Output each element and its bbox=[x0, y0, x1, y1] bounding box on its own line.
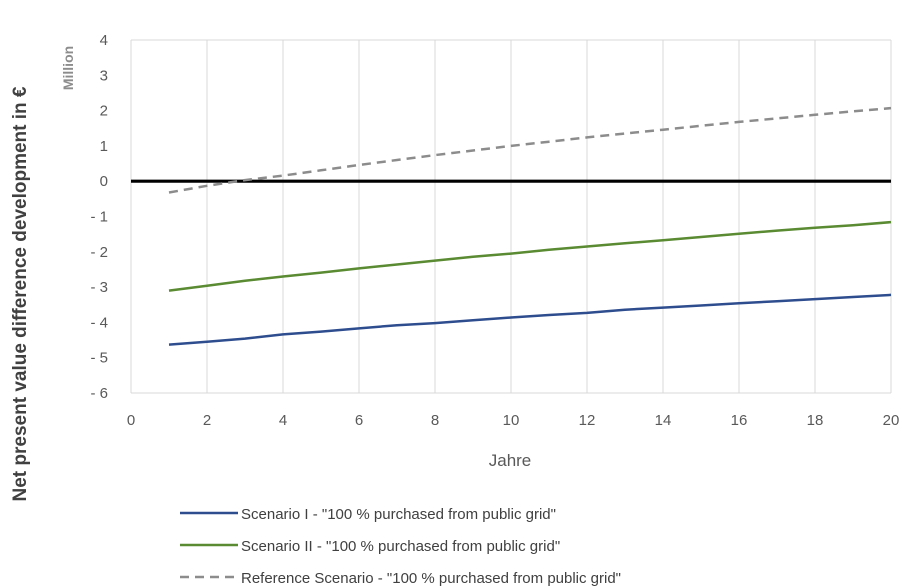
x-tick-label: 10 bbox=[503, 412, 520, 429]
x-tick-label: 8 bbox=[431, 412, 439, 429]
series-group bbox=[168, 106, 892, 346]
x-axis-title: Jahre bbox=[489, 451, 532, 470]
series-line bbox=[168, 106, 892, 194]
x-tick-label: 20 bbox=[883, 412, 900, 429]
legend-label: Reference Scenario - "100 % purchased fr… bbox=[241, 570, 621, 587]
series-line bbox=[168, 220, 892, 292]
y-tick-label: 4 bbox=[100, 32, 108, 49]
y-tick-label: 2 bbox=[100, 103, 108, 120]
series-line bbox=[168, 293, 892, 346]
x-tick-label: 12 bbox=[579, 412, 596, 429]
y-tick-label: - 3 bbox=[90, 279, 108, 296]
grid-lines bbox=[130, 39, 892, 394]
y-tick-label: - 2 bbox=[90, 244, 108, 261]
legend-item: Reference Scenario - "100 % purchased fr… bbox=[180, 570, 621, 587]
y-tick-label: 1 bbox=[100, 138, 108, 155]
x-tick-label: 0 bbox=[127, 412, 135, 429]
legend-label: Scenario II - "100 % purchased from publ… bbox=[241, 538, 560, 555]
y-tick-label: 0 bbox=[100, 173, 108, 190]
legend-label: Scenario I - "100 % purchased from publi… bbox=[241, 506, 556, 523]
x-tick-labels: 0 2 4 6 8 10 12 14 16 18 20 bbox=[127, 412, 900, 429]
y-tick-label: - 4 bbox=[90, 314, 108, 331]
y-tick-label: - 5 bbox=[90, 350, 108, 367]
x-tick-label: 18 bbox=[807, 412, 824, 429]
y-tick-label: - 1 bbox=[90, 209, 108, 226]
y-axis-title: Net present value difference development… bbox=[10, 86, 31, 501]
x-tick-label: 4 bbox=[279, 412, 287, 429]
y-tick-label: - 6 bbox=[90, 385, 108, 402]
x-tick-label: 14 bbox=[655, 412, 672, 429]
y-axis-unit: Million bbox=[60, 46, 76, 90]
legend-item: Scenario II - "100 % purchased from publ… bbox=[180, 538, 560, 555]
y-tick-label: 3 bbox=[100, 67, 108, 84]
x-tick-label: 2 bbox=[203, 412, 211, 429]
legend: Scenario I - "100 % purchased from publi… bbox=[180, 506, 621, 587]
legend-item: Scenario I - "100 % purchased from publi… bbox=[180, 506, 556, 523]
x-tick-label: 16 bbox=[731, 412, 748, 429]
x-tick-label: 6 bbox=[355, 412, 363, 429]
y-tick-labels: 4 3 2 1 0 - 1 - 2 - 3 - 4 - 5 - 6 bbox=[90, 32, 108, 402]
